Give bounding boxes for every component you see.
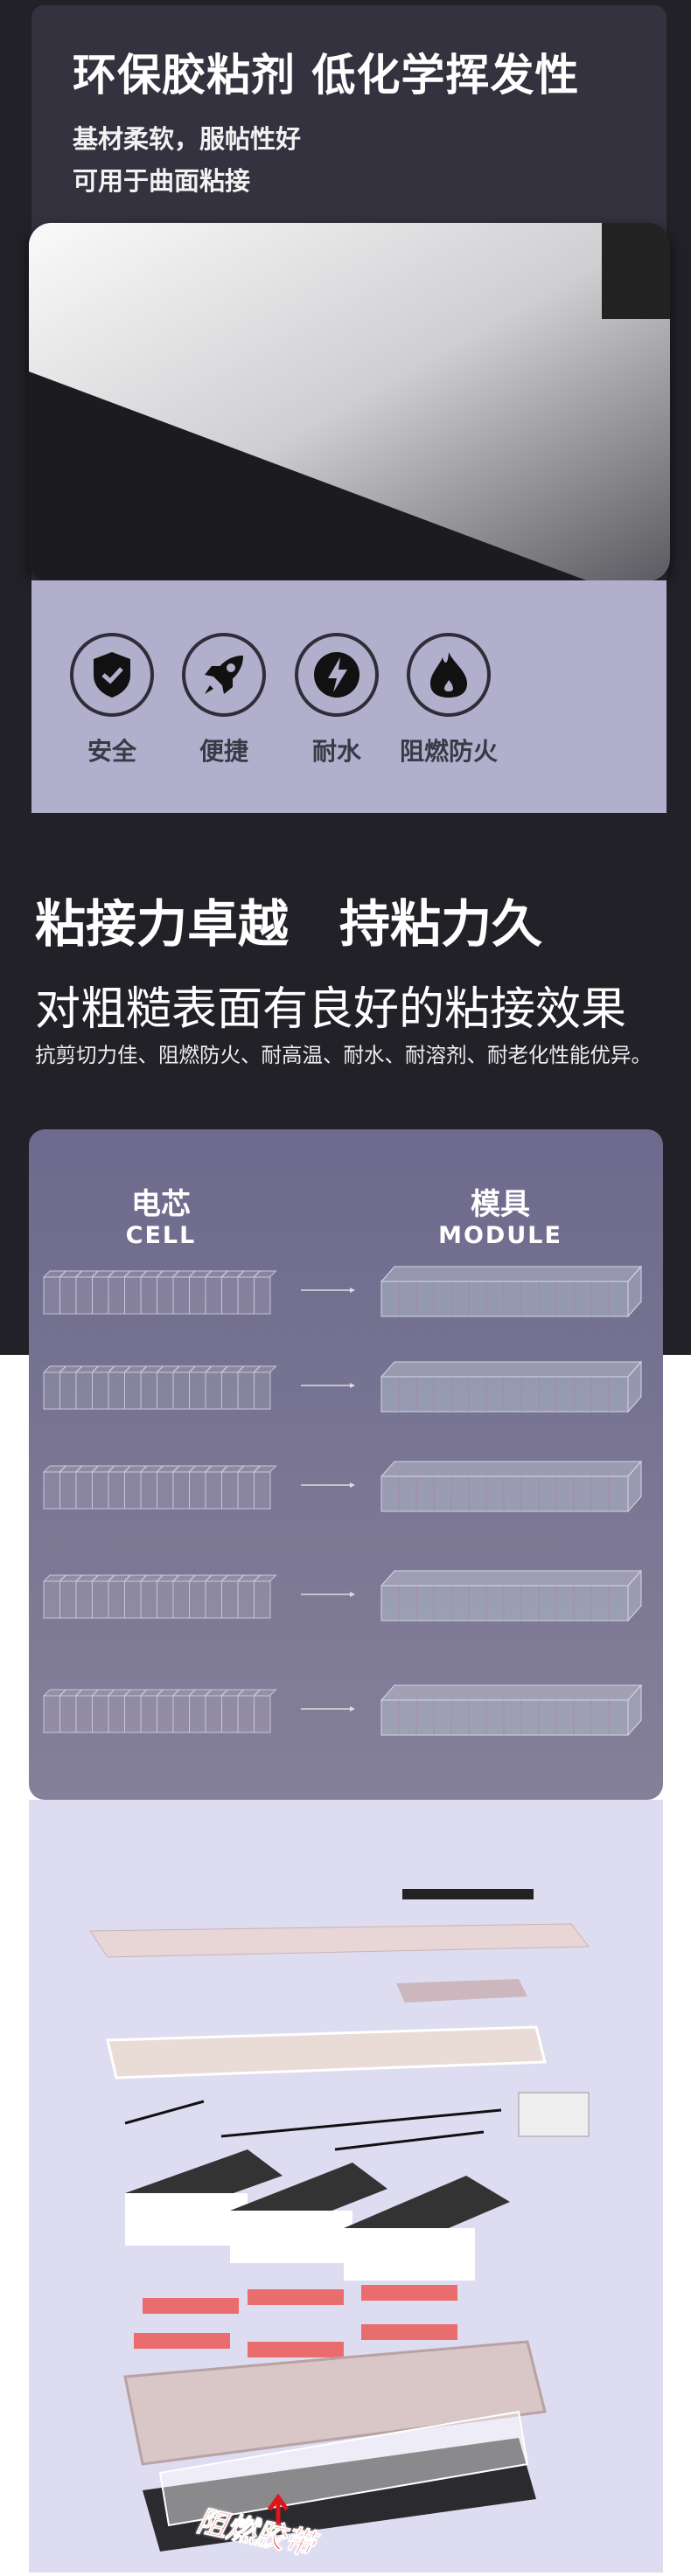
module-block xyxy=(380,1569,643,1622)
battery-pack-exploded-view xyxy=(29,1800,663,2573)
battery-modules xyxy=(125,2149,510,2281)
cell-label-cn: 电芯 xyxy=(131,1187,191,1222)
feature-label: 安全 xyxy=(87,737,137,766)
cell-module-rows xyxy=(42,1265,643,1737)
upper-tray xyxy=(106,2025,547,2080)
module-block xyxy=(380,1684,643,1737)
row xyxy=(42,1265,643,1318)
feature-label: 阻燃防火 xyxy=(399,737,499,766)
cell-stack xyxy=(42,1365,277,1410)
lightning-icon xyxy=(314,652,359,698)
thermal-pads xyxy=(134,2285,457,2357)
row xyxy=(42,1684,643,1737)
section1-line-1: 基材柔软，服帖性好 xyxy=(73,124,302,154)
feature-icon-safe xyxy=(70,633,154,717)
module-block xyxy=(380,1265,643,1318)
section2-subtitle: 对粗糙表面有良好的粘接效果 xyxy=(35,983,627,1036)
row xyxy=(42,1460,643,1513)
top-cover xyxy=(89,1923,590,1958)
module-block xyxy=(380,1460,643,1513)
section2-description: 抗剪切力佳、阻燃防火、耐高温、耐水、耐溶剂、耐老化性能优异。 xyxy=(35,1043,652,1067)
cell-stack xyxy=(42,1465,277,1510)
cell-stack xyxy=(42,1689,277,1733)
feature-label: 便捷 xyxy=(199,737,249,766)
flame-icon xyxy=(430,652,467,698)
harness xyxy=(124,2100,590,2151)
junction-box xyxy=(518,2092,590,2137)
cell-module-diagram xyxy=(29,1129,663,1800)
bms-cover xyxy=(402,1889,534,1899)
section2-title: 粘接力卓越 持粘力久 xyxy=(35,894,543,954)
tape-photo xyxy=(29,223,670,581)
flame-retardant-tape-sheet xyxy=(158,2410,529,2527)
feature-label: 耐水 xyxy=(311,737,362,766)
module-label-cn: 模具 xyxy=(471,1187,530,1222)
cell-label-en: CELL xyxy=(125,1222,197,1249)
feature-icon-convenient xyxy=(182,633,266,717)
base-plate xyxy=(143,2438,536,2552)
lower-housing xyxy=(123,2340,547,2466)
section1-title: 环保胶粘剂 低化学挥发性 xyxy=(73,50,580,101)
rocket-icon xyxy=(205,656,243,694)
section1-line-2: 可用于曲面粘接 xyxy=(73,166,251,196)
bracket xyxy=(396,1979,527,2003)
feature-icon-fire xyxy=(407,633,491,717)
cell-stack xyxy=(42,1270,277,1315)
row xyxy=(42,1569,643,1622)
row xyxy=(42,1360,643,1413)
module-block xyxy=(380,1360,643,1413)
cell-stack xyxy=(42,1574,277,1619)
feature-icon-water xyxy=(295,633,379,717)
module-label-en: MODULE xyxy=(438,1222,562,1249)
shield-check-icon xyxy=(94,652,130,698)
arrow-up-icon xyxy=(267,2493,290,2530)
